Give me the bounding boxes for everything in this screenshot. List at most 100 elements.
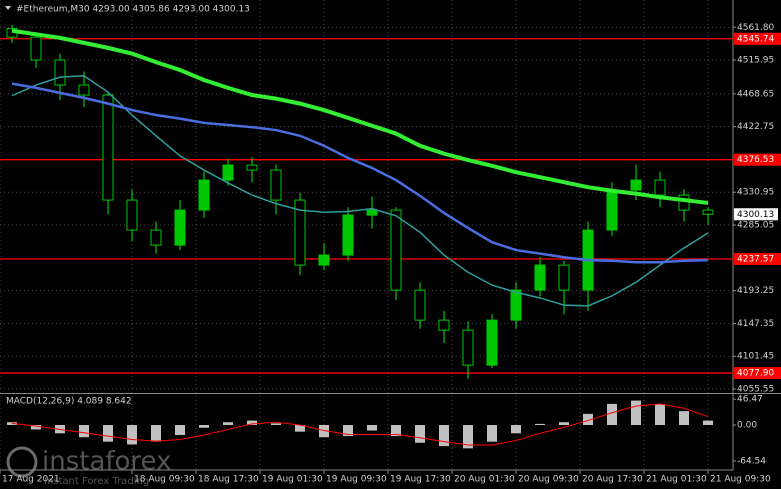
candle-body <box>438 319 450 331</box>
level-label: 4077.90 <box>737 369 774 379</box>
candle-body <box>198 179 210 211</box>
candle-body <box>318 254 330 266</box>
candle-body <box>294 199 306 266</box>
level-tag <box>734 252 781 265</box>
macd-signal <box>11 403 709 446</box>
last-price-label: 4300.13 <box>737 210 774 220</box>
candle-body <box>630 179 642 191</box>
candle-body <box>654 179 666 196</box>
macd-bar <box>295 425 305 432</box>
candle-body <box>342 214 354 256</box>
y-tick-label: 4055.55 <box>737 385 774 395</box>
macd-bar <box>439 425 449 447</box>
candle-body <box>702 209 714 215</box>
level-tag <box>734 32 781 45</box>
candle-body <box>558 264 570 291</box>
y-tick-label: 4285.05 <box>737 221 774 231</box>
level-tag <box>734 367 781 380</box>
candle-body <box>246 164 258 171</box>
level-label: 4545.74 <box>737 34 774 44</box>
y-tick-label: 4515.95 <box>737 56 774 66</box>
macd-bar <box>199 425 209 428</box>
last-price-tag <box>734 208 778 221</box>
candle-body <box>126 199 138 231</box>
x-tick-label: 21 Aug 01:30 <box>646 475 707 485</box>
candle-body <box>486 319 498 366</box>
x-tick-label: 20 Aug 09:30 <box>518 475 579 485</box>
macd-bar <box>415 425 425 443</box>
macd-bar <box>127 425 137 445</box>
level-tag <box>734 153 781 166</box>
macd-bar <box>631 400 641 425</box>
y-tick-label: 4101.45 <box>737 352 774 362</box>
x-tick-label: 19 Aug 09:30 <box>326 475 387 485</box>
tagline: Instant Forex Trading <box>44 476 149 487</box>
y-tick-label: 4468.65 <box>737 89 774 99</box>
y-tick-label: 4422.75 <box>737 122 774 132</box>
candle-body <box>174 209 186 246</box>
macd-bar <box>487 425 497 442</box>
candle-body <box>102 94 114 201</box>
macd-bar <box>511 425 521 434</box>
candle-body <box>78 84 90 96</box>
x-tick-label: 18 Aug 09:30 <box>134 475 195 485</box>
macd-bar <box>175 425 185 435</box>
candle-body <box>270 169 282 201</box>
y-tick-label: 4561.80 <box>737 23 774 33</box>
watermark: instaforex Instant Forex Trading <box>6 446 171 487</box>
macd-bar <box>679 411 689 425</box>
macd-bar <box>103 425 113 442</box>
candle-body <box>30 36 42 61</box>
candle-body <box>510 289 522 321</box>
x-tick-label: 19 Aug 17:30 <box>390 475 451 485</box>
x-tick-label: 20 Aug 17:30 <box>582 475 643 485</box>
y-tick-label: 4147.35 <box>737 319 774 329</box>
macd-bar <box>31 425 41 430</box>
moving-average <box>11 82 709 264</box>
macd-bar <box>559 422 569 425</box>
macd-bar <box>703 420 713 425</box>
macd-tick-label: -64.54 <box>737 456 766 466</box>
candle-body <box>390 209 402 291</box>
moving-average <box>11 74 709 307</box>
level-label: 4376.53 <box>737 155 774 165</box>
macd-bar <box>391 425 401 437</box>
macd-title: MACD(12,26,9) 4.089 8.642 <box>6 397 132 407</box>
macd-bar <box>535 423 545 425</box>
macd-bar <box>343 425 353 437</box>
candle-body <box>222 164 234 181</box>
candle-body <box>462 329 474 366</box>
macd-bar <box>655 403 665 425</box>
level-label: 4237.57 <box>737 254 774 264</box>
brand: instaforex <box>42 447 171 477</box>
x-tick-label: 18 Aug 17:30 <box>198 475 259 485</box>
menu-arrow <box>5 6 11 10</box>
x-tick-label: 20 Aug 01:30 <box>454 475 515 485</box>
macd-tick-label: 46.47 <box>737 395 763 405</box>
macd-bar <box>223 422 233 425</box>
x-tick-label: 19 Aug 01:30 <box>262 475 323 485</box>
macd-bar <box>463 425 473 449</box>
macd-bar <box>271 423 281 425</box>
candle-body <box>366 209 378 216</box>
macd-bar <box>151 425 161 442</box>
x-tick-label: 21 Aug 09:30 <box>710 475 771 485</box>
macd-tick-label: 0.00 <box>737 421 757 431</box>
candle-body <box>534 264 546 291</box>
macd-bar <box>247 420 257 425</box>
x-tick-label: 17 Aug 2021 <box>2 475 60 485</box>
y-tick-label: 4193.25 <box>737 286 774 296</box>
candle-body <box>414 289 426 321</box>
candle-body <box>54 59 66 86</box>
macd-bar <box>583 413 593 425</box>
candle-body <box>150 229 162 246</box>
macd-bar <box>367 425 377 431</box>
y-tick-label: 4330.95 <box>737 188 774 198</box>
macd-bar <box>79 425 89 438</box>
chart-title: #Ethereum,M30 4293.00 4305.86 4293.00 43… <box>16 5 250 15</box>
candle-body <box>678 194 690 211</box>
logo <box>6 446 38 478</box>
candle-body <box>606 189 618 231</box>
